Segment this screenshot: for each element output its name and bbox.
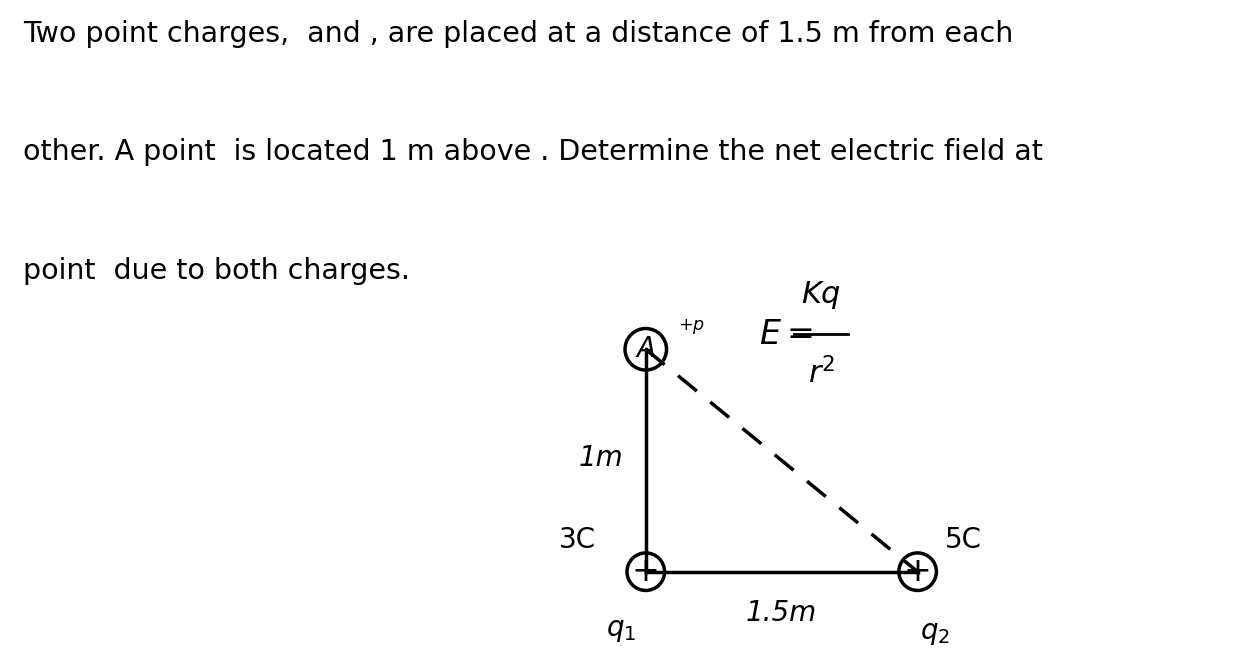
Text: $E=$: $E=$ <box>760 318 814 351</box>
Text: A: A <box>636 335 655 363</box>
Text: 1m: 1m <box>578 444 624 472</box>
Text: $^{+p}$: $^{+p}$ <box>678 320 706 344</box>
Text: $r^2$: $r^2$ <box>808 357 835 389</box>
Text: Two point charges,  and , are placed at a distance of 1.5 m from each: Two point charges, and , are placed at a… <box>23 20 1013 47</box>
Text: $q_2$: $q_2$ <box>920 619 950 646</box>
Text: other. A point  is located 1 m above . Determine the net electric field at: other. A point is located 1 m above . De… <box>23 138 1042 166</box>
Text: Kq: Kq <box>801 279 840 308</box>
Text: +: + <box>903 555 931 588</box>
Text: +: + <box>631 555 660 588</box>
Text: 3C: 3C <box>559 527 596 554</box>
Text: 5C: 5C <box>945 527 982 554</box>
Text: 1.5m: 1.5m <box>746 599 818 627</box>
Text: $q_1$: $q_1$ <box>606 616 636 644</box>
Text: point  due to both charges.: point due to both charges. <box>23 257 410 285</box>
